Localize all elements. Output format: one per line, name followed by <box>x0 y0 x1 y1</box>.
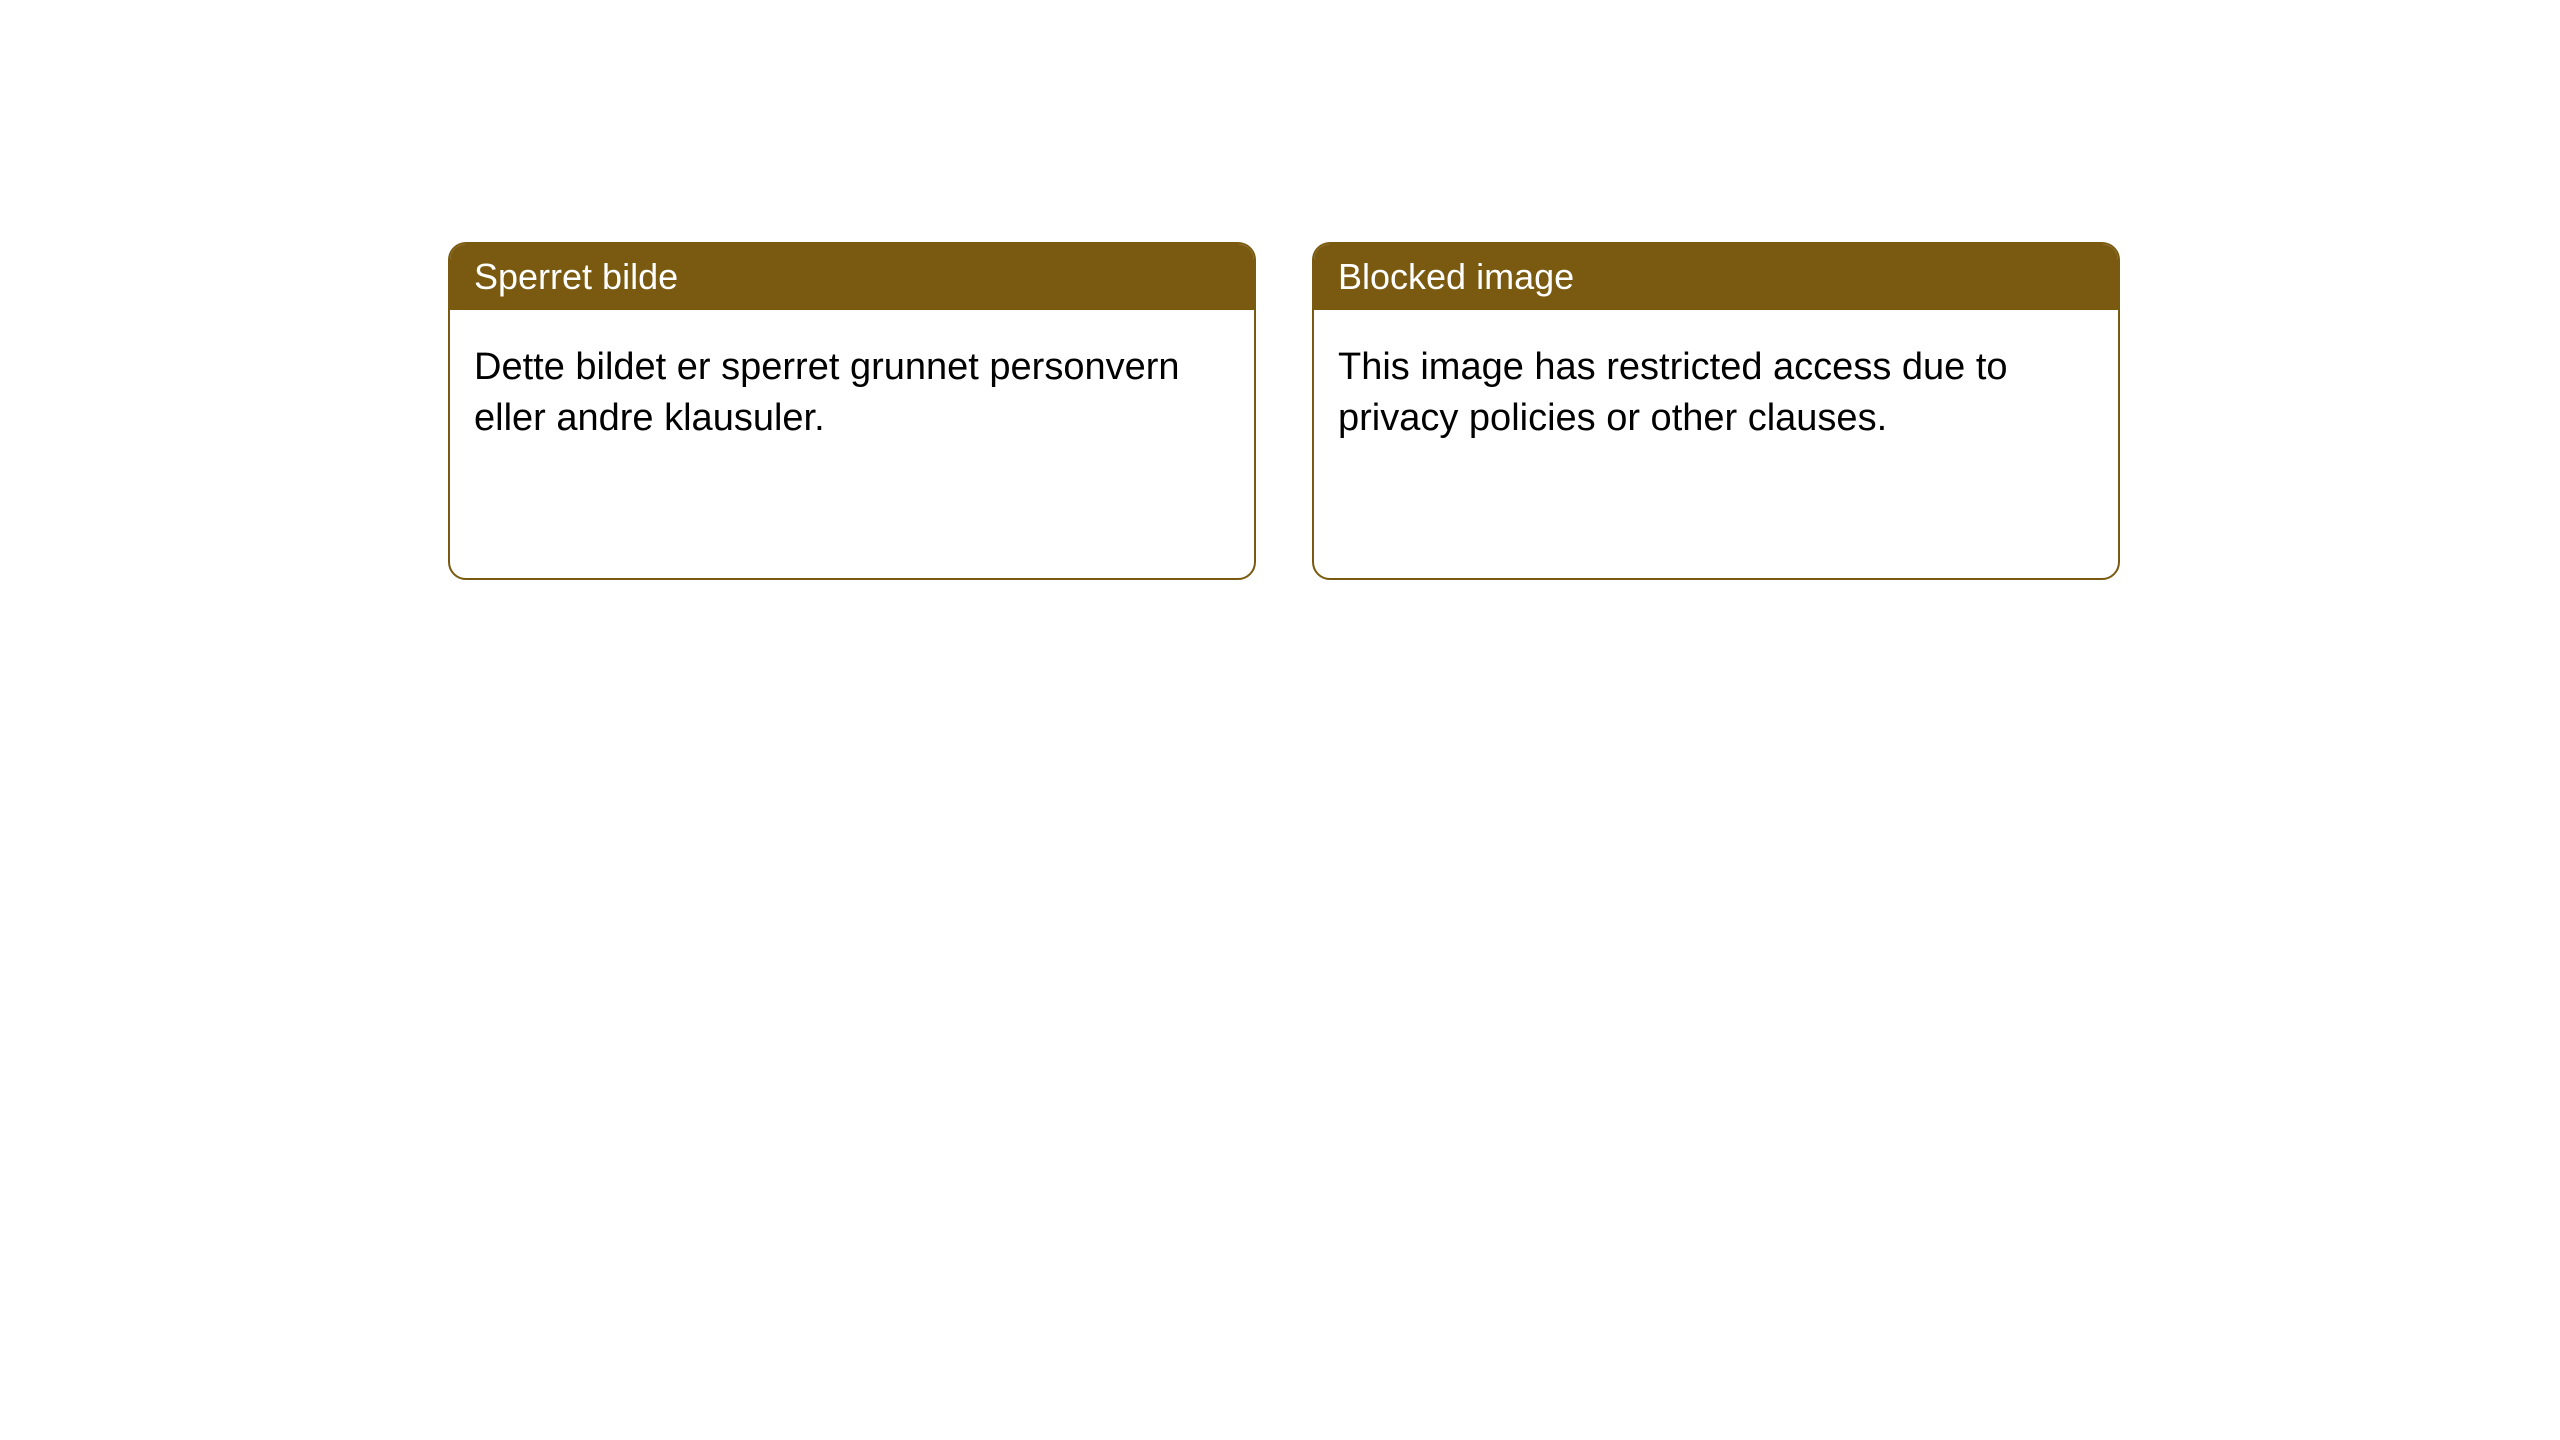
notice-message: Dette bildet er sperret grunnet personve… <box>474 346 1180 439</box>
notice-title: Blocked image <box>1338 256 1574 297</box>
notice-body: This image has restricted access due to … <box>1314 310 2118 477</box>
notice-header: Sperret bilde <box>450 244 1254 310</box>
notice-message: This image has restricted access due to … <box>1338 346 2008 439</box>
notice-title: Sperret bilde <box>474 256 678 297</box>
notice-body: Dette bildet er sperret grunnet personve… <box>450 310 1254 477</box>
notice-container: Sperret bilde Dette bildet er sperret gr… <box>448 242 2120 580</box>
notice-card-norwegian: Sperret bilde Dette bildet er sperret gr… <box>448 242 1256 580</box>
notice-card-english: Blocked image This image has restricted … <box>1312 242 2120 580</box>
notice-header: Blocked image <box>1314 244 2118 310</box>
